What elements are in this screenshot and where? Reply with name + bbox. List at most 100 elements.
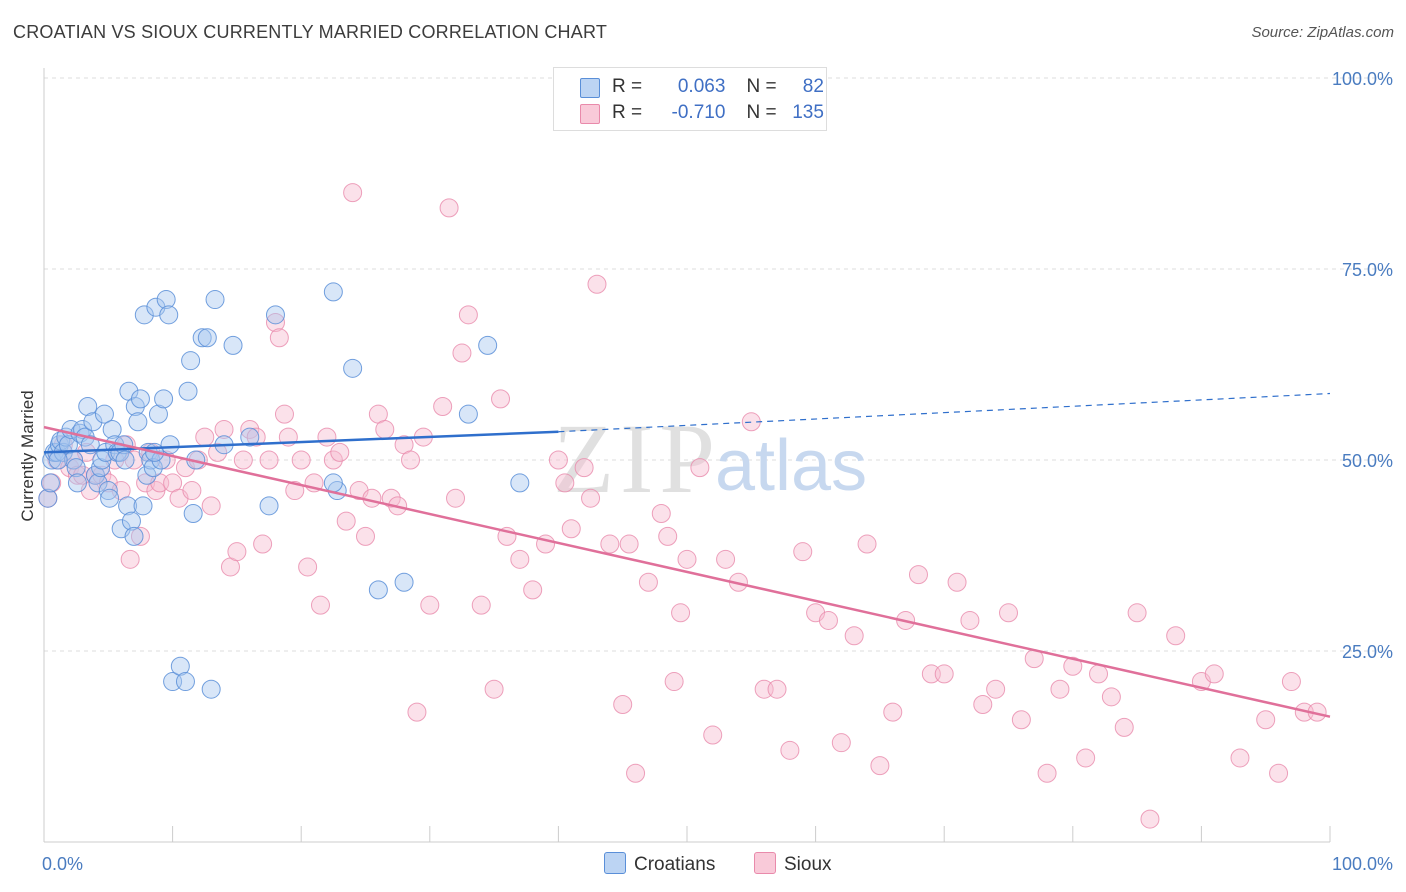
croatian-point	[102, 419, 122, 439]
sioux-point	[1076, 748, 1096, 768]
sioux-r-label: R =	[612, 102, 643, 123]
grid-lines	[44, 77, 1392, 652]
sioux-point	[471, 595, 491, 615]
sioux-point	[780, 740, 800, 760]
croatians-n-label: N =	[746, 76, 777, 97]
croatian-point	[121, 511, 141, 531]
croatians-trend-line	[43, 430, 559, 454]
croatian-point	[323, 282, 343, 302]
sioux-point	[1011, 710, 1031, 730]
sioux-point	[246, 427, 266, 447]
croatian-point	[175, 672, 195, 692]
sioux-point	[818, 610, 838, 630]
sioux-point	[265, 312, 285, 332]
croatian-point	[259, 496, 279, 516]
sioux-point	[233, 450, 253, 470]
axis-labels: 0.0% 100.0% Currently Married 25.0% 50.0%…	[18, 69, 1393, 874]
sioux-point	[214, 419, 234, 439]
croatian-point	[223, 335, 243, 355]
sioux-point	[1281, 672, 1301, 692]
sioux-n-label: N =	[746, 102, 777, 123]
sioux-point	[587, 274, 607, 294]
croatian-point	[170, 656, 190, 676]
croatian-point	[205, 290, 225, 310]
source-label: Source: ZipAtlas.com	[1251, 24, 1394, 41]
croatian-points	[38, 282, 530, 699]
croatian-point	[98, 481, 118, 501]
sioux-r-value: -0.710	[671, 102, 726, 123]
sioux-point	[285, 481, 305, 501]
croatian-point	[67, 473, 87, 493]
croatian-point	[94, 404, 114, 424]
sioux-point	[677, 549, 697, 569]
croatian-point	[78, 397, 98, 417]
chart-title: CROATIAN VS SIOUX CURRENTLY MARRIED CORR…	[13, 22, 608, 42]
y-axis-label: Currently Married	[18, 390, 37, 521]
sioux-point	[362, 488, 382, 508]
croatian-point	[478, 335, 498, 355]
sioux-point	[1230, 748, 1250, 768]
sioux-point	[1050, 679, 1070, 699]
croatian-point	[265, 305, 285, 325]
bottom-legend-croatians: Croatians	[604, 852, 715, 876]
bottom-croatians-label: Croatians	[634, 854, 716, 875]
sioux-point	[831, 733, 851, 753]
croatian-point	[134, 305, 154, 325]
bottom-sioux-swatch	[754, 852, 776, 874]
croatian-point	[58, 435, 78, 455]
sioux-point	[274, 404, 294, 424]
sioux-point	[793, 542, 813, 562]
sioux-point	[671, 603, 691, 623]
x-tick-min: 0.0%	[42, 854, 83, 874]
croatian-point	[66, 458, 86, 478]
sioux-point	[1140, 809, 1160, 829]
sioux-point	[844, 626, 864, 646]
sioux-point	[1114, 717, 1134, 737]
sioux-point	[420, 595, 440, 615]
croatian-point	[192, 328, 212, 348]
sioux-point	[439, 198, 459, 218]
sioux-point	[452, 343, 472, 363]
sioux-point	[446, 488, 466, 508]
croatian-point	[115, 450, 135, 470]
sioux-point	[381, 488, 401, 508]
sioux-point	[317, 427, 337, 447]
sioux-point	[1269, 763, 1289, 783]
sioux-point	[523, 580, 543, 600]
croatian-point	[91, 458, 111, 478]
sioux-point	[259, 450, 279, 470]
sioux-point	[323, 450, 343, 470]
croatian-point	[48, 450, 68, 470]
croatian-point	[40, 473, 60, 493]
stats-legend: R = 0.063 N = 82 R = -0.710 N = 135	[553, 67, 827, 131]
y-tick-label: 50.0%	[1342, 451, 1393, 471]
y-tick-label: 100.0%	[1332, 69, 1393, 89]
sioux-point	[136, 473, 156, 493]
sioux-point	[664, 672, 684, 692]
sioux-point	[934, 664, 954, 684]
sioux-point	[574, 458, 594, 478]
croatian-point	[143, 458, 163, 478]
watermark-atlas: atlas	[715, 426, 867, 506]
sioux-point	[240, 419, 260, 439]
x-tick-max: 100.0%	[1332, 854, 1393, 874]
croatians-n-value: 82	[802, 76, 824, 97]
croatian-point	[458, 404, 478, 424]
sioux-point	[619, 534, 639, 554]
croatian-point	[160, 435, 180, 455]
sioux-point	[638, 572, 658, 592]
croatian-point	[100, 488, 120, 508]
sioux-point	[491, 389, 511, 409]
croatian-point	[183, 503, 203, 523]
sioux-point	[1063, 656, 1083, 676]
sioux-trend-line	[43, 425, 1331, 718]
sioux-point	[269, 328, 289, 348]
sioux-point	[870, 756, 890, 776]
sioux-point	[291, 450, 311, 470]
croatian-point	[128, 412, 148, 432]
sioux-point	[548, 450, 568, 470]
sioux-point	[120, 549, 140, 569]
bottom-sioux-label: Sioux	[784, 854, 832, 875]
sioux-point	[208, 442, 228, 462]
sioux-point	[407, 702, 427, 722]
